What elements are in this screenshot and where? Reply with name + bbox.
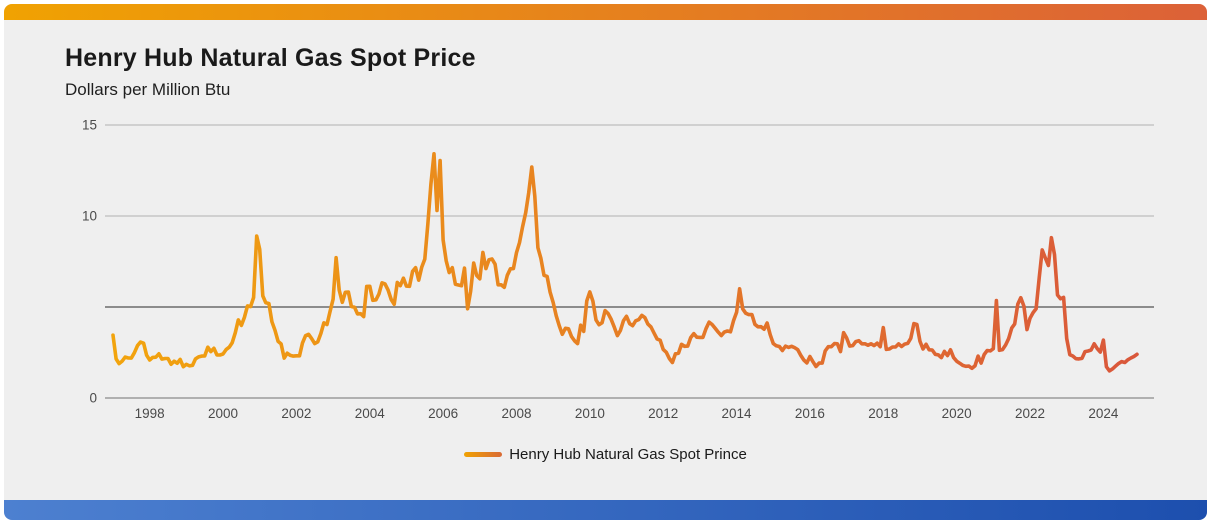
y-axis-tick-label: 0 [89, 391, 97, 406]
page-subtitle: Dollars per Million Btu [65, 80, 231, 99]
bottom-gradient-bar [4, 500, 1207, 520]
x-axis-tick-label: 2012 [648, 406, 678, 421]
chart-legend: Henry Hub Natural Gas Spot Prince [0, 444, 1211, 464]
x-axis-tick-label: 2020 [942, 406, 972, 421]
x-axis-tick-label: 2018 [868, 406, 898, 421]
top-gradient-bar [4, 4, 1207, 20]
y-axis-tick-label: 10 [82, 209, 97, 224]
x-axis-tick-label: 2010 [575, 406, 605, 421]
legend-line-swatch-icon [464, 451, 503, 457]
x-axis-tick-label: 2024 [1088, 406, 1119, 421]
x-axis-tick-label: 2016 [795, 406, 825, 421]
y-axis-tick-label: 15 [82, 118, 97, 133]
x-axis-tick-label: 1998 [135, 406, 165, 421]
x-axis-tick-label: 2002 [281, 406, 311, 421]
legend-series-label: Henry Hub Natural Gas Spot Prince [509, 445, 747, 463]
x-axis-tick-label: 2022 [1015, 406, 1045, 421]
x-axis-tick-label: 2008 [501, 406, 531, 421]
x-axis-tick-label: 2014 [722, 406, 753, 421]
card-background [4, 4, 1207, 520]
x-axis-tick-label: 2004 [355, 406, 386, 421]
x-axis-tick-label: 2006 [428, 406, 458, 421]
price-line-series [111, 152, 1139, 373]
x-axis-tick-label: 2000 [208, 406, 238, 421]
page-title: Henry Hub Natural Gas Spot Price [65, 44, 476, 72]
